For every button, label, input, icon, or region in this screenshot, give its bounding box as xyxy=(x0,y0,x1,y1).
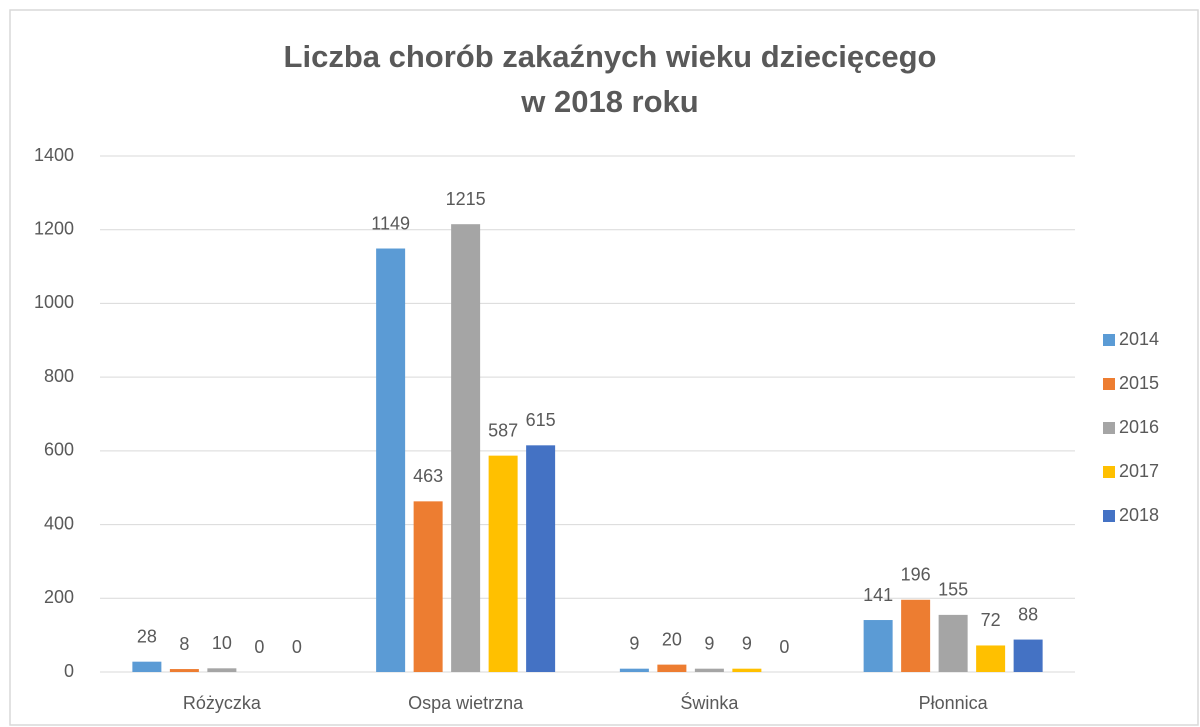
y-tick-label: 400 xyxy=(44,513,74,533)
data-label: 88 xyxy=(1018,604,1038,624)
data-label: 9 xyxy=(742,633,752,653)
data-label: 1215 xyxy=(446,189,486,209)
bar xyxy=(376,248,406,673)
data-label: 587 xyxy=(488,420,518,440)
data-label: 0 xyxy=(292,637,302,657)
data-label: 72 xyxy=(981,610,1001,630)
bar xyxy=(526,445,556,672)
chart-title: Liczba chorób zakaźnych wieku dziecięceg… xyxy=(284,39,937,74)
legend-label: 2015 xyxy=(1119,373,1159,393)
bar xyxy=(207,668,237,672)
legend-swatch xyxy=(1103,510,1115,522)
data-label: 1149 xyxy=(371,213,410,233)
data-label: 20 xyxy=(662,629,682,649)
y-tick-label: 1400 xyxy=(34,145,74,165)
legend-swatch xyxy=(1103,422,1115,434)
bar xyxy=(132,661,162,672)
legend-label: 2018 xyxy=(1119,505,1159,525)
legend-label: 2017 xyxy=(1119,461,1159,481)
bar xyxy=(619,668,649,672)
legend-label: 2014 xyxy=(1119,329,1159,349)
data-label: 8 xyxy=(179,634,189,654)
y-tick-label: 200 xyxy=(44,587,74,607)
data-label: 10 xyxy=(212,633,232,653)
data-label: 196 xyxy=(901,565,931,585)
data-label: 9 xyxy=(704,633,714,653)
y-tick-label: 800 xyxy=(44,366,74,386)
data-label: 615 xyxy=(526,410,556,430)
x-tick-label: Ospa wietrzna xyxy=(408,693,524,713)
bar xyxy=(169,669,199,672)
legend-swatch xyxy=(1103,378,1115,390)
data-label: 155 xyxy=(938,580,968,600)
bar xyxy=(657,664,687,672)
bar xyxy=(863,620,893,672)
x-tick-label: Różyczka xyxy=(183,693,262,713)
bar xyxy=(1013,639,1043,672)
data-label: 9 xyxy=(629,633,639,653)
legend-label: 2016 xyxy=(1119,417,1159,437)
data-label: 0 xyxy=(779,637,789,657)
bar xyxy=(732,668,762,672)
bar xyxy=(938,614,968,672)
bar xyxy=(694,668,724,672)
chart-title: w 2018 roku xyxy=(520,84,698,119)
data-label: 463 xyxy=(413,466,443,486)
bar xyxy=(413,501,443,672)
legend-swatch xyxy=(1103,466,1115,478)
bar xyxy=(976,645,1006,672)
bar xyxy=(451,224,481,672)
chart-frame xyxy=(9,9,1199,726)
x-tick-label: Świnka xyxy=(680,692,739,713)
data-label: 141 xyxy=(863,585,893,605)
y-tick-label: 0 xyxy=(64,661,74,681)
legend-swatch xyxy=(1103,334,1115,346)
bar xyxy=(488,455,518,672)
y-tick-label: 1200 xyxy=(34,218,74,238)
data-label: 28 xyxy=(137,626,157,646)
y-tick-label: 1000 xyxy=(34,292,74,312)
x-tick-label: Płonnica xyxy=(919,693,989,713)
data-label: 0 xyxy=(254,637,264,657)
y-tick-label: 600 xyxy=(44,440,74,460)
bar xyxy=(901,599,931,672)
